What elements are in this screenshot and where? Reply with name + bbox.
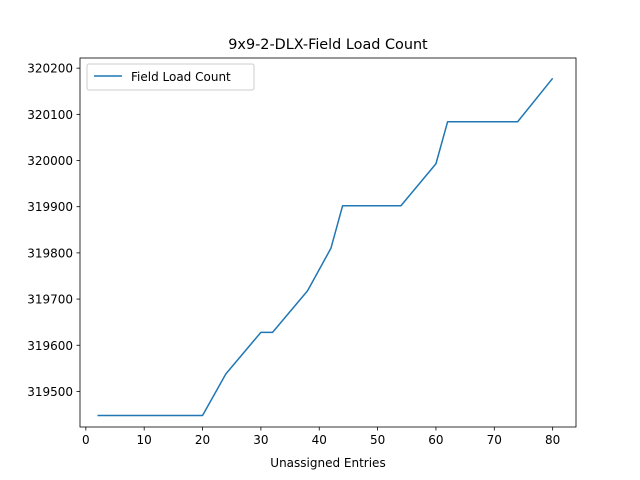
x-axis-label: Unassigned Entries bbox=[270, 456, 385, 470]
x-tick-label: 20 bbox=[195, 433, 210, 447]
x-tick-label: 70 bbox=[487, 433, 502, 447]
legend-label: Field Load Count bbox=[131, 70, 231, 84]
x-tick-label: 0 bbox=[82, 433, 90, 447]
y-tick-label: 319700 bbox=[27, 293, 73, 307]
x-tick-label: 30 bbox=[253, 433, 268, 447]
plot-frame bbox=[79, 57, 577, 428]
y-tick-label: 319900 bbox=[27, 200, 73, 214]
legend-box bbox=[86, 63, 255, 91]
y-axis: 319500 319600 319700 319800 319900 320000 3201… bbox=[27, 62, 80, 399]
plot-area bbox=[97, 77, 554, 417]
x-tick-label: 10 bbox=[137, 433, 152, 447]
x-tick-label: 40 bbox=[312, 433, 327, 447]
y-tick-label: 319600 bbox=[27, 339, 73, 353]
y-tick-label: 319500 bbox=[27, 385, 73, 399]
x-axis: 0 10 20 30 40 50 60 70 80 bbox=[82, 427, 560, 447]
x-tick-label: 50 bbox=[370, 433, 385, 447]
y-tick-label: 320200 bbox=[27, 62, 73, 76]
y-tick-label: 319800 bbox=[27, 246, 73, 260]
chart-title: 9x9-2-DLX-Field Load Count bbox=[228, 37, 428, 53]
y-tick-label: 320100 bbox=[27, 108, 73, 122]
x-tick-label: 80 bbox=[545, 433, 560, 447]
y-tick-label: 320000 bbox=[27, 154, 73, 168]
legend: Field Load Count bbox=[86, 63, 255, 91]
x-tick-label: 60 bbox=[428, 433, 443, 447]
series-line-field-load-count bbox=[97, 77, 554, 417]
